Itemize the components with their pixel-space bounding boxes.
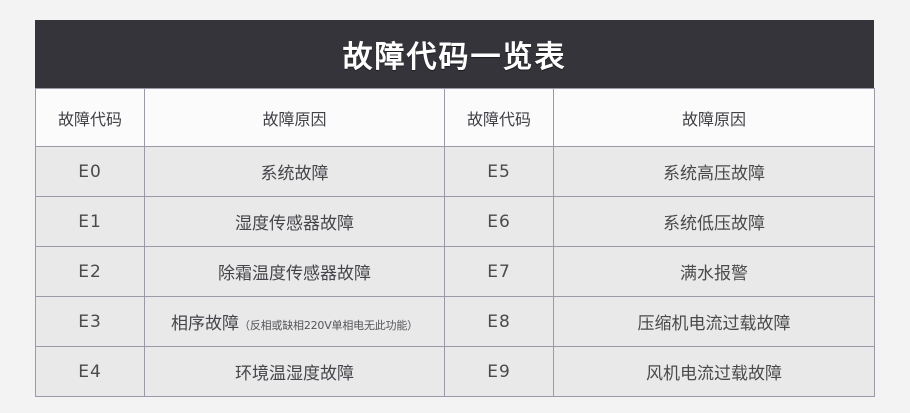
- fault-code-cell: E5: [444, 146, 554, 197]
- table-row: E3 相序故障（反相或缺相220V单相电无此功能） E8 压缩机电流过载故障: [35, 296, 875, 347]
- fault-code-card: 故障代码一览表 故障代码 故障原因 故障代码 故障原因 E0: [35, 20, 875, 397]
- page-title: 故障代码一览表: [342, 40, 567, 75]
- fault-reason-cell: 湿度传感器故障: [144, 196, 445, 247]
- table-row: E4 环境温湿度故障 E9 风机电流过载故障: [35, 346, 875, 397]
- table-header-row: 故障代码 故障原因 故障代码 故障原因: [35, 88, 875, 147]
- column-header-reason-right: 故障原因: [553, 88, 875, 147]
- fault-code-cell: E4: [35, 346, 145, 397]
- fault-code-cell: E6: [444, 196, 554, 247]
- table-row: E0 系统故障 E5 系统高压故障: [35, 146, 875, 197]
- fault-reason-cell: 压缩机电流过载故障: [553, 296, 875, 347]
- fault-reason-text: 相序故障: [171, 314, 240, 334]
- fault-reason-text: 除霜温度传感器故障: [218, 264, 371, 284]
- fault-code-table: 故障代码 故障原因 故障代码 故障原因 E0 系统故障 E5 系统高压故障 E1: [35, 88, 875, 397]
- fault-reason-cell: 相序故障（反相或缺相220V单相电无此功能）: [144, 296, 445, 347]
- table-body: E0 系统故障 E5 系统高压故障 E1 湿度传感器故障 E6 系统低压故障: [35, 146, 875, 397]
- fault-reason-note: （反相或缺相220V单相电无此功能）: [239, 319, 418, 332]
- fault-reason-cell: 风机电流过载故障: [553, 346, 875, 397]
- column-header-reason-left: 故障原因: [144, 88, 445, 147]
- fault-reason-text: 系统故障: [260, 164, 329, 184]
- column-header-code-left: 故障代码: [35, 88, 145, 147]
- fault-code-cell: E2: [35, 246, 145, 297]
- table-row: E1 湿度传感器故障 E6 系统低压故障: [35, 196, 875, 247]
- fault-reason-cell: 系统高压故障: [553, 146, 875, 197]
- fault-reason-cell: 环境温湿度故障: [144, 346, 445, 397]
- fault-code-cell: E9: [444, 346, 554, 397]
- fault-reason-cell: 系统低压故障: [553, 196, 875, 247]
- fault-code-cell: E0: [35, 146, 145, 197]
- table-head: 故障代码 故障原因 故障代码 故障原因: [35, 88, 875, 147]
- fault-reason-text: 环境温湿度故障: [235, 364, 354, 384]
- fault-code-cell: E3: [35, 296, 145, 347]
- title-band: 故障代码一览表: [35, 20, 874, 88]
- fault-reason-cell: 系统故障: [144, 146, 445, 197]
- table-row: E2 除霜温度传感器故障 E7 满水报警: [35, 246, 875, 297]
- fault-code-cell: E8: [444, 296, 554, 347]
- fault-code-cell: E7: [444, 246, 554, 297]
- fault-reason-cell: 满水报警: [553, 246, 875, 297]
- column-header-code-right: 故障代码: [444, 88, 554, 147]
- fault-reason-text: 湿度传感器故障: [235, 214, 354, 234]
- fault-reason-cell: 除霜温度传感器故障: [144, 246, 445, 297]
- fault-code-cell: E1: [35, 196, 145, 247]
